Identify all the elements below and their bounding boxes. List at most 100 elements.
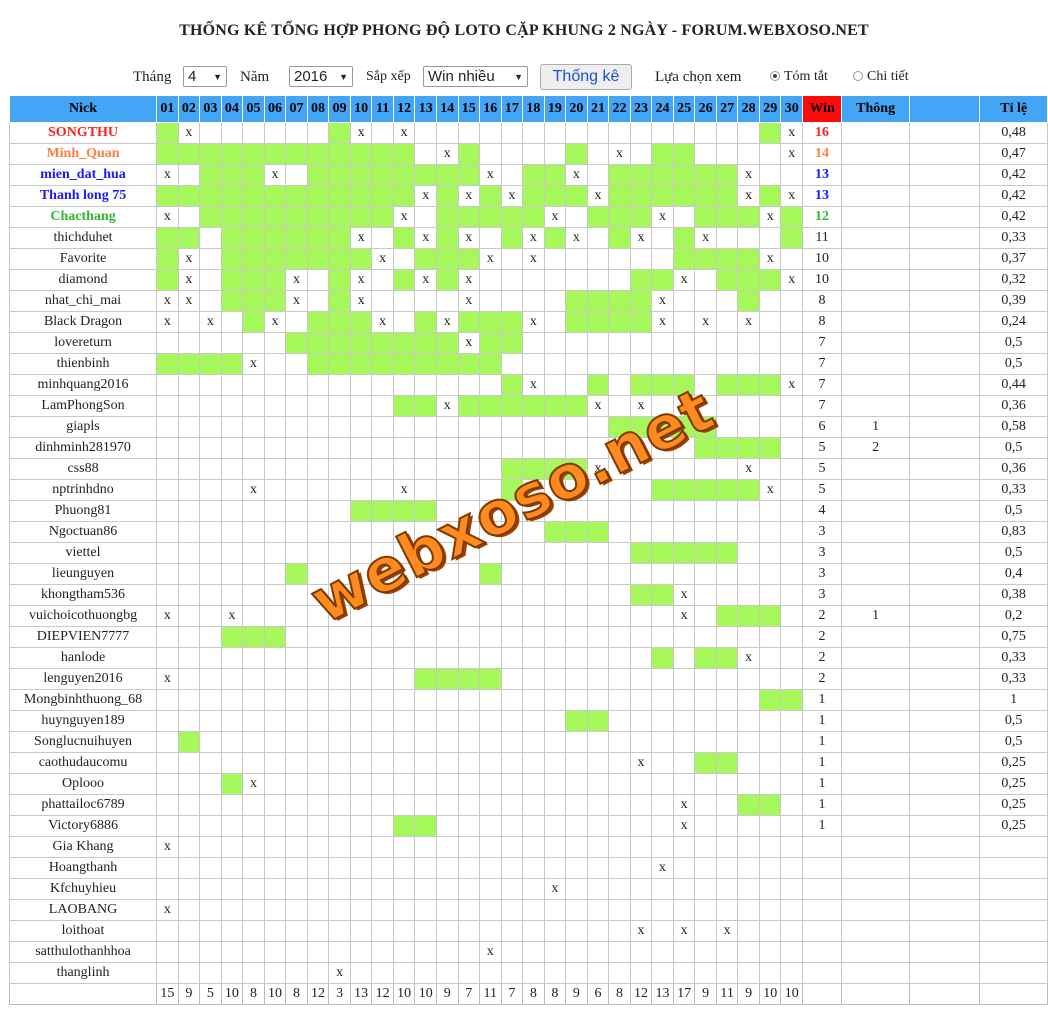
nick-cell[interactable]: Favorite: [8, 248, 158, 270]
nick-cell[interactable]: lovereturn: [8, 332, 158, 354]
nick-cell[interactable]: viettel: [8, 542, 158, 564]
day-cell: [608, 710, 631, 732]
day-cell: [349, 962, 373, 984]
day-cell: x: [177, 122, 201, 144]
nick-cell[interactable]: Mongbinhthuong_68: [8, 689, 158, 711]
day-cell: [715, 836, 739, 858]
day-cell: [629, 836, 653, 858]
nick-cell[interactable]: thienbinh: [8, 353, 158, 375]
day-cell: [220, 332, 244, 354]
nick-cell[interactable]: mien_dat_hua: [8, 164, 158, 186]
nick-cell[interactable]: css88: [8, 458, 158, 480]
nick-cell[interactable]: Phuong81: [8, 500, 158, 522]
day-cell: [737, 752, 760, 774]
day-cell: [651, 689, 674, 711]
day-cell: [672, 731, 696, 753]
nick-cell[interactable]: LamPhongSon: [8, 395, 158, 417]
day-cell: [586, 542, 610, 564]
day-cell: [586, 626, 610, 648]
spacer-cell: [909, 605, 981, 627]
nick-cell[interactable]: SONGTHU: [8, 122, 158, 144]
nick-cell[interactable]: satthulothanhhoa: [8, 941, 158, 963]
day-cell: [156, 143, 179, 165]
nick-cell[interactable]: Kfchuyhieu: [8, 878, 158, 900]
nick-cell[interactable]: hanlode: [8, 647, 158, 669]
sort-select[interactable]: Win nhiều ▼: [423, 66, 528, 87]
radio-detail[interactable]: [853, 71, 863, 81]
nick-cell[interactable]: Black Dragon: [8, 311, 158, 333]
total-cell: 7: [457, 983, 481, 1005]
day-cell: [608, 584, 631, 606]
day-cell: x: [349, 290, 373, 312]
day-cell: [242, 248, 265, 270]
nick-cell[interactable]: LAOBANG: [8, 899, 158, 921]
nick-cell[interactable]: Chacthang: [8, 206, 158, 228]
nick-cell[interactable]: thanglinh: [8, 962, 158, 984]
day-cell: [199, 122, 222, 144]
day-cell: [758, 332, 782, 354]
nick-cell[interactable]: nptrinhdno: [8, 479, 158, 501]
rate-cell: 0,25: [979, 815, 1048, 837]
stats-table-container: Nick 01 02 03 04 05 06 07 08 09 10 11 12 13 14 15 16 17 1…: [8, 95, 1048, 1005]
nick-cell[interactable]: minhquang2016: [8, 374, 158, 396]
day-cell: [177, 563, 201, 585]
nick-cell[interactable]: loithoat: [8, 920, 158, 942]
day-cell: [479, 227, 502, 249]
day-cell: [457, 899, 481, 921]
day-cell: [651, 920, 674, 942]
day-cell: [242, 563, 265, 585]
day-cell: [758, 731, 782, 753]
nick-cell[interactable]: Minh_Quan: [8, 143, 158, 165]
sort-value: Win nhiều: [428, 68, 495, 85]
day-cell: [457, 584, 481, 606]
nick-cell[interactable]: khongtham536: [8, 584, 158, 606]
day-cell: [306, 773, 330, 795]
nick-cell[interactable]: Victory6886: [8, 815, 158, 837]
day-cell: [220, 710, 244, 732]
day-cell: [306, 647, 330, 669]
day-cell: [651, 563, 674, 585]
nick-cell[interactable]: Oplooo: [8, 773, 158, 795]
day-cell: [328, 458, 351, 480]
year-select[interactable]: 2016 ▼: [289, 66, 353, 87]
nick-cell[interactable]: huynguyen189: [8, 710, 158, 732]
day-cell: [543, 773, 567, 795]
col-day-24: 24: [651, 95, 674, 123]
month-select[interactable]: 4 ▼: [183, 66, 227, 87]
day-cell: [608, 479, 631, 501]
nick-cell[interactable]: dinhminh281970: [8, 437, 158, 459]
day-cell: [629, 185, 653, 207]
nick-cell[interactable]: Thanh long 75: [8, 185, 158, 207]
nick-cell[interactable]: lieunguyen: [8, 563, 158, 585]
day-cell: [522, 689, 545, 711]
nick-cell[interactable]: DIEPVIEN7777: [8, 626, 158, 648]
day-cell: [500, 794, 524, 816]
day-cell: [586, 647, 610, 669]
win-cell: 2: [801, 626, 843, 648]
nick-cell[interactable]: thichduhet: [8, 227, 158, 249]
day-cell: [586, 668, 610, 690]
nick-cell[interactable]: phattailoc6789: [8, 794, 158, 816]
day-cell: [737, 374, 760, 396]
statistics-button[interactable]: Thống kê: [540, 64, 632, 90]
nick-cell[interactable]: vuichoicothuongbg: [8, 605, 158, 627]
nick-cell[interactable]: diamond: [8, 269, 158, 291]
nick-cell[interactable]: Songlucnuihuyen: [8, 731, 158, 753]
table-row: Minh_Quan x x x 14 0,47: [8, 143, 1048, 165]
day-cell: x: [457, 227, 481, 249]
nick-cell[interactable]: lenguyen2016: [8, 668, 158, 690]
nick-cell[interactable]: giapls: [8, 416, 158, 438]
radio-summary[interactable]: [770, 71, 780, 81]
nick-cell[interactable]: Gia Khang: [8, 836, 158, 858]
nick-cell[interactable]: nhat_chi_mai: [8, 290, 158, 312]
nick-cell[interactable]: caothudaucomu: [8, 752, 158, 774]
nick-cell[interactable]: Ngoctuan86: [8, 521, 158, 543]
day-cell: [586, 794, 610, 816]
col-rate: Tỉ lệ: [979, 95, 1048, 123]
nick-cell[interactable]: Hoangthanh: [8, 857, 158, 879]
day-cell: [199, 374, 222, 396]
col-win[interactable]: Win: [801, 95, 843, 123]
day-cell: [220, 395, 244, 417]
day-cell: [565, 731, 588, 753]
day-cell: x: [457, 269, 481, 291]
